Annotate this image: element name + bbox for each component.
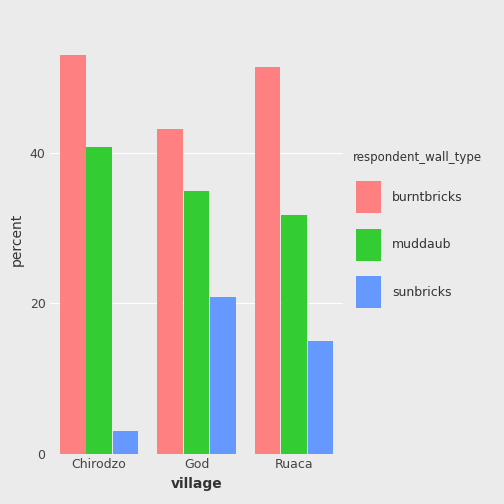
Bar <box>60 55 86 454</box>
Bar <box>184 191 209 454</box>
FancyBboxPatch shape <box>356 276 381 308</box>
FancyBboxPatch shape <box>356 181 381 213</box>
Bar <box>255 67 280 454</box>
Y-axis label: percent: percent <box>10 213 24 266</box>
Bar <box>157 129 183 454</box>
Text: muddaub: muddaub <box>392 238 452 251</box>
Bar <box>281 215 307 454</box>
Bar <box>307 341 333 454</box>
Bar <box>210 297 236 454</box>
FancyBboxPatch shape <box>356 229 381 261</box>
Text: sunbricks: sunbricks <box>392 286 452 299</box>
Text: respondent_wall_type: respondent_wall_type <box>353 151 482 164</box>
X-axis label: village: village <box>171 477 222 491</box>
Bar <box>113 431 138 454</box>
Bar <box>86 147 112 454</box>
Text: burntbricks: burntbricks <box>392 191 463 204</box>
